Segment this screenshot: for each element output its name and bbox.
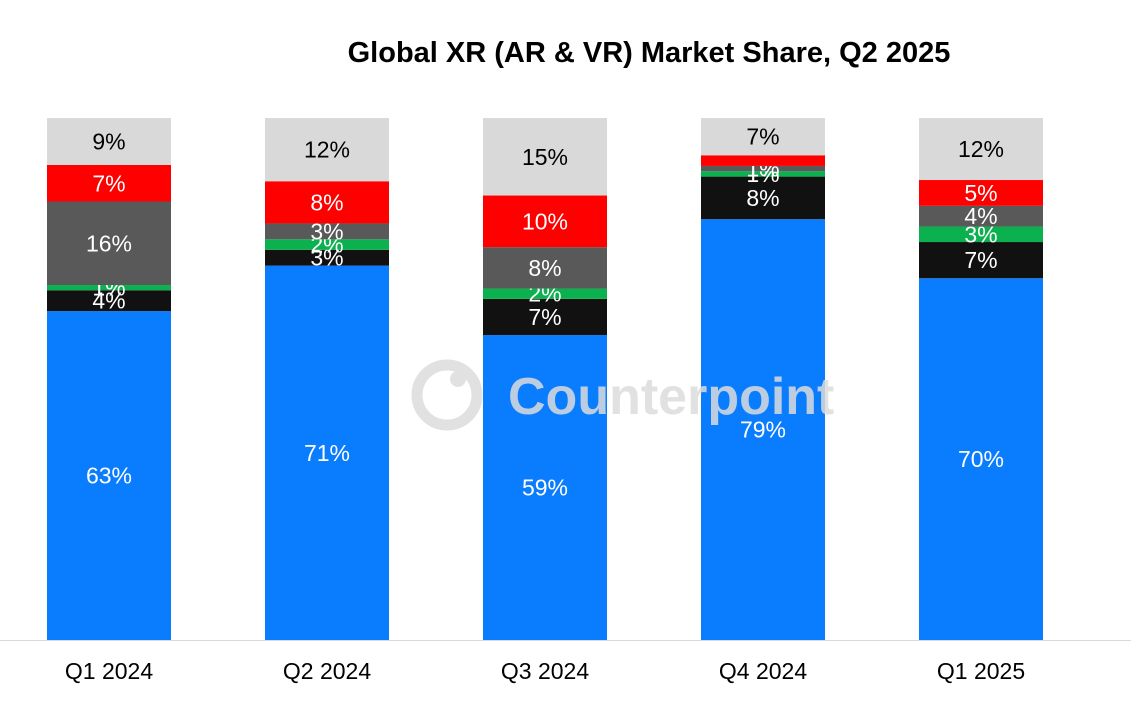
bar-segment bbox=[483, 195, 607, 248]
bar-stack: 59%7%2%8%10%15% bbox=[483, 118, 607, 640]
data-label: 12% bbox=[958, 136, 1004, 162]
bar-stack: 71%3%2%3%8%12% bbox=[265, 118, 389, 640]
bar-segment bbox=[919, 205, 1043, 227]
bars-group: 63%4%1%16%7%9%71%3%2%3%8%12%59%7%2%8%10%… bbox=[47, 118, 1043, 640]
data-label: 79% bbox=[740, 417, 786, 443]
bar-segment bbox=[919, 180, 1043, 206]
bar-segment bbox=[47, 311, 171, 640]
watermark-text: Counterpoint bbox=[508, 368, 834, 426]
bar-segment bbox=[483, 288, 607, 299]
bar-segment bbox=[265, 249, 389, 266]
bar-segment bbox=[701, 118, 825, 156]
x-tick-label: Q2 2024 bbox=[283, 658, 371, 684]
data-label: 8% bbox=[528, 255, 561, 281]
bar-segment bbox=[701, 165, 825, 172]
data-label: 10% bbox=[522, 208, 568, 234]
bar-segment bbox=[919, 242, 1043, 279]
bar-segment bbox=[265, 239, 389, 250]
watermark: Counterpoint bbox=[411, 359, 834, 431]
data-label: 70% bbox=[958, 446, 1004, 472]
x-tick-label: Q1 2025 bbox=[937, 658, 1025, 684]
data-label: 8% bbox=[310, 189, 343, 215]
data-label: 7% bbox=[92, 170, 125, 196]
bar-segment bbox=[919, 118, 1043, 181]
bar-segment bbox=[919, 278, 1043, 640]
data-label: 63% bbox=[86, 463, 132, 489]
bar-segment bbox=[701, 155, 825, 166]
data-label: 4% bbox=[964, 203, 997, 229]
data-label: 7% bbox=[964, 247, 997, 273]
data-label: 7% bbox=[528, 304, 561, 330]
bar-segment bbox=[483, 298, 607, 336]
bar-stack: 70%7%3%4%5%12% bbox=[919, 118, 1043, 640]
bar-segment bbox=[483, 118, 607, 196]
data-label: 9% bbox=[92, 128, 125, 154]
x-tick-labels: Q1 2024 Q2 2024 Q3 2024 Q4 2024 Q1 2025 bbox=[65, 658, 1025, 684]
bar-segment bbox=[701, 176, 825, 220]
data-label: 5% bbox=[964, 180, 997, 206]
bar-segment bbox=[483, 335, 607, 640]
data-label: 59% bbox=[522, 475, 568, 501]
data-label: 15% bbox=[522, 144, 568, 170]
data-label: 71% bbox=[304, 440, 350, 466]
bar-stack: 79%8%1%1%7% bbox=[701, 118, 825, 640]
chart-title: Global XR (AR & VR) Market Share, Q2 202… bbox=[348, 37, 951, 69]
bar-stack: 63%4%1%16%7%9% bbox=[47, 118, 171, 640]
bar-segment bbox=[47, 201, 171, 286]
x-tick-label: Q4 2024 bbox=[719, 658, 807, 684]
bar-segment bbox=[265, 118, 389, 182]
bar-segment bbox=[919, 226, 1043, 243]
bar-segment bbox=[483, 247, 607, 289]
bar-segment bbox=[701, 171, 825, 177]
bar-segment bbox=[701, 219, 825, 640]
x-tick-label: Q3 2024 bbox=[501, 658, 589, 684]
data-label: 8% bbox=[746, 185, 779, 211]
data-label: 4% bbox=[92, 288, 125, 314]
bar-segment bbox=[265, 181, 389, 224]
data-label: 7% bbox=[746, 124, 779, 150]
data-label: 12% bbox=[304, 137, 350, 163]
counterpoint-logo-icon bbox=[411, 359, 483, 431]
bar-segment bbox=[47, 285, 171, 291]
bar-segment bbox=[47, 118, 171, 165]
bar-segment bbox=[47, 164, 171, 202]
x-tick-label: Q1 2024 bbox=[65, 658, 153, 684]
bar-segment bbox=[47, 290, 171, 312]
bar-segment bbox=[265, 265, 389, 640]
data-label: 16% bbox=[86, 230, 132, 256]
bar-segment bbox=[265, 223, 389, 240]
